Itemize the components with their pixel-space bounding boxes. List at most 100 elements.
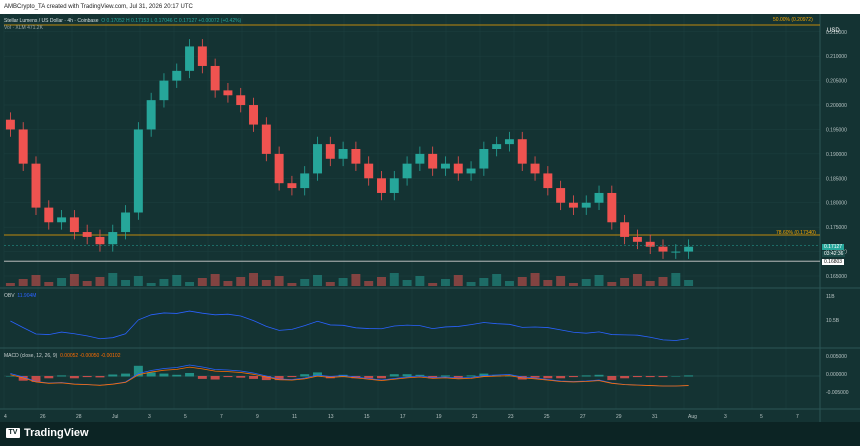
candle-body <box>261 124 271 154</box>
candle-body <box>121 212 131 233</box>
volume-bar <box>210 274 220 286</box>
candle-body <box>82 232 92 237</box>
candle-body <box>249 105 259 125</box>
macd-histogram-bar <box>543 376 553 379</box>
macd-legend[interactable]: MACD (close, 12, 26, 9) 0.00052 -0.00050… <box>4 353 120 359</box>
x-axis-label: 23 <box>508 414 514 420</box>
macd-histogram-bar <box>185 373 195 377</box>
macd-histogram-bar <box>389 374 399 377</box>
x-axis-label: 17 <box>400 414 406 420</box>
x-axis-label: 21 <box>472 414 478 420</box>
price-tick-label: 0.215000 <box>826 30 847 36</box>
volume-bar <box>44 282 54 286</box>
candle-body <box>453 163 463 174</box>
macd-histogram-bar <box>108 374 118 377</box>
candle-body <box>325 144 335 159</box>
symbol-legend[interactable]: Stellar Lumens / US Dollar · 4h · Coinba… <box>4 18 241 24</box>
macd-histogram-bar <box>172 374 182 377</box>
volume-bar <box>594 275 604 286</box>
volume-bar <box>338 278 348 286</box>
candle-body <box>556 188 566 203</box>
volume-bar <box>31 275 41 286</box>
candle-body <box>159 80 169 101</box>
candle-body <box>287 183 297 189</box>
volume-bar <box>671 273 681 286</box>
candle-body <box>428 153 438 169</box>
volume-bar <box>658 277 668 286</box>
macd-histogram-bar <box>274 376 284 381</box>
macd-histogram-bar <box>261 376 271 381</box>
volume-bar <box>415 276 425 286</box>
volume-bar <box>684 280 694 286</box>
macd-histogram-bar <box>287 376 297 378</box>
macd-histogram-bar <box>159 373 169 377</box>
tradingview-logo[interactable]: TV TradingView <box>6 427 89 439</box>
macd-histogram-bar <box>223 376 233 378</box>
macd-histogram-bar <box>197 376 207 379</box>
macd-histogram-bar <box>300 374 310 377</box>
obv-tick-label: 11B <box>826 294 835 300</box>
chart-canvas[interactable]: 0.215000 0.210000 0.205000 0.200000 0.195000… <box>0 14 860 422</box>
candle-body <box>57 217 67 223</box>
candle-body <box>210 65 220 91</box>
volume-bar <box>389 273 399 286</box>
price-tick-label: 0.190000 <box>826 152 847 158</box>
ohlc-values: O 0.17052 H 0.17153 L 0.17046 C 0.17127 … <box>101 18 242 24</box>
volume-bar <box>300 279 310 286</box>
candle-body <box>530 163 540 174</box>
candle-body <box>658 246 668 252</box>
obv-legend[interactable]: OBV 11.904M <box>4 293 36 299</box>
fib-618-text: 50.00% (0.20972) <box>773 17 813 23</box>
candle-body <box>466 168 476 174</box>
x-axis-label: 29 <box>616 414 622 420</box>
chart-area[interactable]: 0.215000 0.210000 0.205000 0.200000 0.195000… <box>0 14 860 422</box>
x-axis-label: 3 <box>724 414 727 420</box>
macd-histogram-bar <box>313 372 322 377</box>
candle-body <box>389 178 399 193</box>
macd-histogram-bar <box>684 375 694 377</box>
volume-bar <box>607 282 617 286</box>
volume-bar <box>82 281 92 286</box>
candle-body <box>568 202 578 208</box>
macd-histogram-bar <box>18 376 28 381</box>
volume-bar <box>108 273 118 286</box>
x-axis-label: 7 <box>220 414 223 420</box>
volume-bar <box>5 283 15 286</box>
volume-bar <box>133 276 143 286</box>
chart-credit-bar: AMBCrypto_TA created with TradingView.co… <box>0 0 860 14</box>
volume-bar <box>568 283 578 286</box>
macd-histogram-bar <box>249 376 259 379</box>
volume-bar <box>543 280 553 286</box>
candle-body <box>44 207 54 223</box>
candle-body <box>274 153 284 184</box>
footer-bar: TV TradingView <box>0 422 860 446</box>
volume-bar <box>377 277 386 286</box>
volume-bar <box>261 280 271 286</box>
price-tick-label: 0.205000 <box>826 79 847 85</box>
macd-histogram-bar <box>146 372 156 377</box>
candle-body <box>313 144 322 174</box>
candle-body <box>223 90 233 96</box>
support-price-badge: 0.16803 <box>822 259 845 265</box>
fib-618-label: 50.00% (0.20972) <box>773 17 813 23</box>
macd-tick-label: 0.000000 <box>826 372 847 378</box>
x-axis-label: 5 <box>184 414 187 420</box>
symbol-title: Stellar Lumens / US Dollar · 4h · Coinba… <box>4 18 99 24</box>
volume-legend[interactable]: Vol · XLM 471.2K <box>4 25 43 31</box>
candle-body <box>18 129 28 164</box>
currency-label[interactable]: USD <box>827 28 840 34</box>
candle-body <box>300 173 310 189</box>
candle-body <box>95 236 105 245</box>
x-axis-label: 26 <box>40 414 46 420</box>
countdown-badge: 03:42:36 <box>822 251 846 257</box>
volume-bar <box>185 282 195 286</box>
x-axis-label: 11 <box>292 414 297 420</box>
volume-bar <box>57 278 67 286</box>
candle-body <box>632 236 642 242</box>
candle-body <box>671 251 681 253</box>
macd-histogram-bar <box>594 374 604 377</box>
macd-histogram-bar <box>440 375 450 377</box>
macd-tick-label: 0.005000 <box>826 354 847 360</box>
candle-body <box>645 241 655 247</box>
candle-body <box>364 163 374 179</box>
